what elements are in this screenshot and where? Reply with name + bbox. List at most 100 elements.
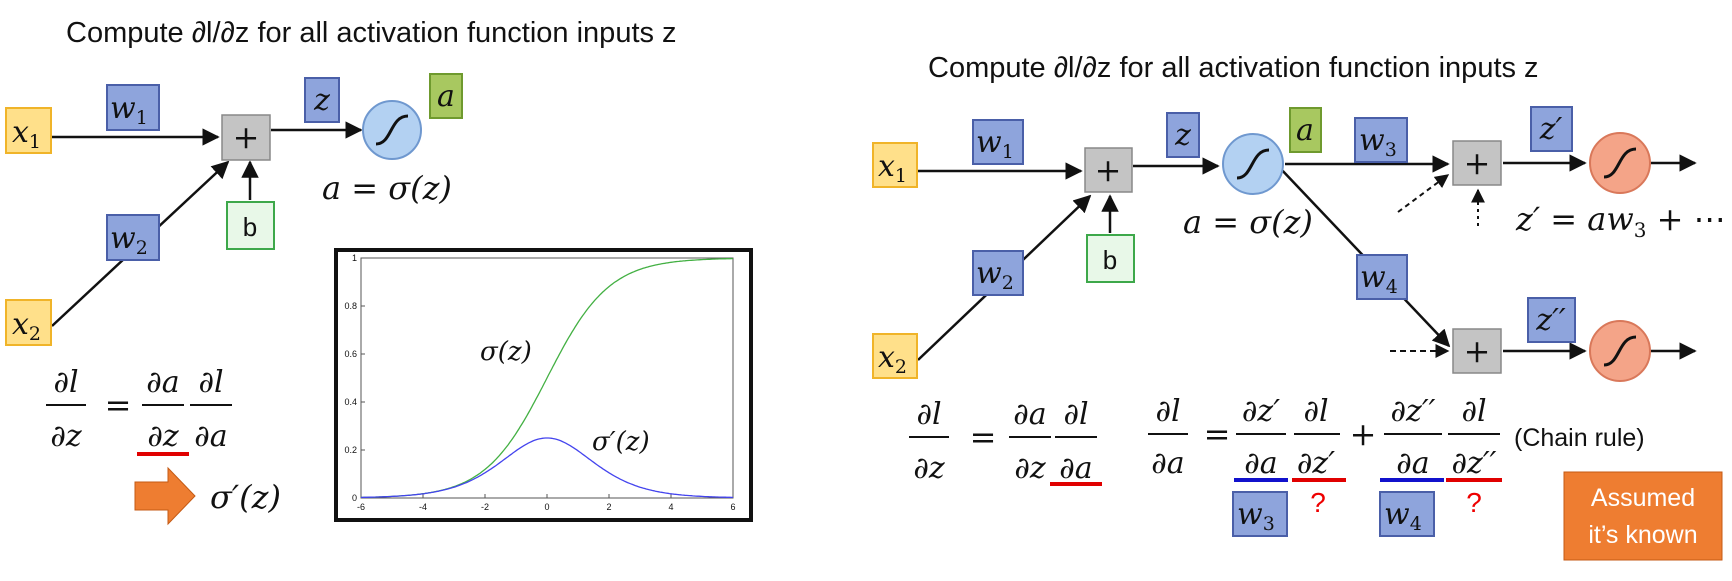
- weight-w2: w2: [106, 214, 160, 261]
- svg-text:∂a: ∂a: [1059, 451, 1092, 486]
- activation-a: a: [429, 73, 463, 119]
- plot-ticks: -6 -4 -2 0 2 4 6 0 0.2 0.4 0.6 0.8 1: [344, 253, 735, 512]
- svg-text:∂z′: ∂z′: [1242, 394, 1280, 429]
- svg-text:b: b: [243, 212, 257, 242]
- sigma-prime-label: σ′(z): [592, 427, 650, 457]
- svg-text:+: +: [233, 118, 260, 156]
- svg-text:∂z: ∂z: [913, 451, 945, 486]
- y-tick-label: 0: [352, 493, 357, 503]
- svg-text:∂z′: ∂z′: [1297, 446, 1335, 481]
- r-activation-a: a: [1289, 107, 1322, 153]
- sigmoid-plot: -6 -4 -2 0 2 4 6 0 0.2 0.4 0.6 0.8 1 σ(z) σ′(z): [334, 248, 753, 522]
- r-weight-w4: w4: [1356, 254, 1408, 300]
- sigma-label: σ(z): [480, 337, 532, 367]
- assumed-known-note: Assumed it’s known: [1563, 471, 1723, 561]
- r-weight-w2: w2: [972, 250, 1024, 296]
- right-panel: Compute ∂l/∂z for all activation functio…: [872, 52, 1726, 561]
- left-result: σ′(z): [210, 478, 281, 516]
- y-tick-label: 0.8: [344, 301, 357, 311]
- x-tick-label: 4: [668, 502, 673, 512]
- r-sum3-node: +: [1452, 328, 1502, 374]
- svg-text:∂l: ∂l: [1461, 394, 1486, 429]
- input-x1: x1: [5, 107, 52, 154]
- x-tick-label: 2: [606, 502, 611, 512]
- r-input-x2: x2: [872, 333, 918, 379]
- r-zdoubleprime-label: z′′: [1527, 297, 1576, 343]
- svg-text:w1: w1: [110, 91, 148, 129]
- z-label: z: [304, 77, 340, 123]
- svg-text:+: +: [1464, 332, 1491, 370]
- svg-text:b: b: [1103, 245, 1117, 275]
- sum-node: +: [221, 114, 271, 161]
- svg-text:∂a: ∂a: [1244, 446, 1277, 481]
- svg-text:=: =: [1204, 415, 1231, 453]
- svg-text:∂a: ∂a: [146, 365, 179, 400]
- svg-text:+: +: [1350, 415, 1377, 453]
- svg-text:∂a: ∂a: [1013, 397, 1046, 432]
- svg-text:∂l: ∂l: [198, 365, 223, 400]
- svg-text:=: =: [970, 418, 997, 456]
- r-a-equation: a = σ(z): [1183, 203, 1313, 241]
- svg-text:z: z: [313, 83, 330, 118]
- left-title: Compute ∂l/∂z for all activation functio…: [66, 17, 677, 49]
- svg-text:z′: z′: [1539, 112, 1563, 147]
- svg-text:w1: w1: [976, 125, 1014, 163]
- r-formula-2: ∂l ∂a = ∂z′ ∂a ∂l ∂z′ + ∂z′′ ∂a ∂l ∂z′′ …: [1148, 394, 1645, 482]
- svg-text:a: a: [437, 79, 455, 114]
- r-sum2-node: +: [1452, 140, 1502, 186]
- unknown-mark-2: ?: [1466, 487, 1482, 518]
- svg-text:w2: w2: [110, 221, 148, 259]
- svg-text:w4: w4: [1384, 497, 1422, 535]
- r-input-x1: x1: [872, 142, 918, 188]
- svg-text:∂a: ∂a: [194, 419, 227, 454]
- input-x2: x2: [5, 299, 52, 346]
- r-sigmoid-node: [1222, 133, 1284, 195]
- svg-text:a: a: [1296, 113, 1314, 148]
- svg-text:∂z′′: ∂z′′: [1452, 446, 1497, 481]
- x-tick-label: -2: [481, 502, 489, 512]
- bias-b: b: [226, 201, 275, 250]
- left-a-equation: a = σ(z): [322, 169, 452, 207]
- weight-w1: w1: [106, 84, 160, 131]
- x-tick-label: 6: [730, 502, 735, 512]
- svg-text:∂l: ∂l: [1303, 394, 1328, 429]
- svg-text:∂z: ∂z: [147, 419, 179, 454]
- svg-text:Assumed: Assumed: [1591, 484, 1695, 512]
- svg-text:w3: w3: [1359, 123, 1397, 161]
- r-formula-w4: w4: [1379, 491, 1435, 537]
- unknown-mark-1: ?: [1310, 487, 1326, 518]
- svg-text:∂a: ∂a: [1151, 446, 1184, 481]
- svg-text:∂l: ∂l: [53, 365, 78, 400]
- svg-text:w2: w2: [976, 256, 1014, 294]
- svg-text:x2: x2: [878, 340, 907, 378]
- svg-text:∂a: ∂a: [1396, 446, 1429, 481]
- svg-text:∂z: ∂z: [1014, 451, 1046, 486]
- svg-text:x1: x1: [12, 115, 41, 153]
- svg-text:it’s known: it’s known: [1588, 521, 1697, 549]
- right-title: Compute ∂l/∂z for all activation functio…: [928, 52, 1539, 84]
- sigmoid-node: [362, 100, 422, 160]
- y-tick-label: 0.2: [344, 445, 357, 455]
- sigma-derivative-curve: [361, 437, 733, 499]
- r-sum-node: +: [1084, 147, 1133, 193]
- left-formula: ∂l ∂z = ∂a ∂z ∂l ∂a: [46, 365, 232, 456]
- svg-text:∂z′′: ∂z′′: [1391, 394, 1436, 429]
- r-z-label: z: [1166, 112, 1200, 158]
- y-tick-label: 0.4: [344, 397, 357, 407]
- svg-text:∂z: ∂z: [50, 419, 82, 454]
- implies-arrow-icon: [134, 466, 196, 526]
- r-formula-w3: w3: [1232, 491, 1288, 537]
- r-sigmoid2-node: [1589, 132, 1651, 194]
- r-zprime-label: z′: [1530, 106, 1573, 152]
- svg-text:w3: w3: [1237, 497, 1275, 535]
- r-weight-w1: w1: [972, 119, 1024, 165]
- svg-text:∂l: ∂l: [1155, 394, 1180, 429]
- r-sigmoid3-node: [1589, 320, 1651, 382]
- svg-text:∂l: ∂l: [916, 397, 941, 432]
- left-panel: Compute ∂l/∂z for all activation functio…: [5, 17, 753, 526]
- svg-text:z: z: [1174, 118, 1191, 153]
- svg-text:=: =: [105, 386, 132, 424]
- r-zprime-equation: z′ = aw3 + ⋯: [1515, 200, 1726, 242]
- svg-text:+: +: [1464, 144, 1491, 182]
